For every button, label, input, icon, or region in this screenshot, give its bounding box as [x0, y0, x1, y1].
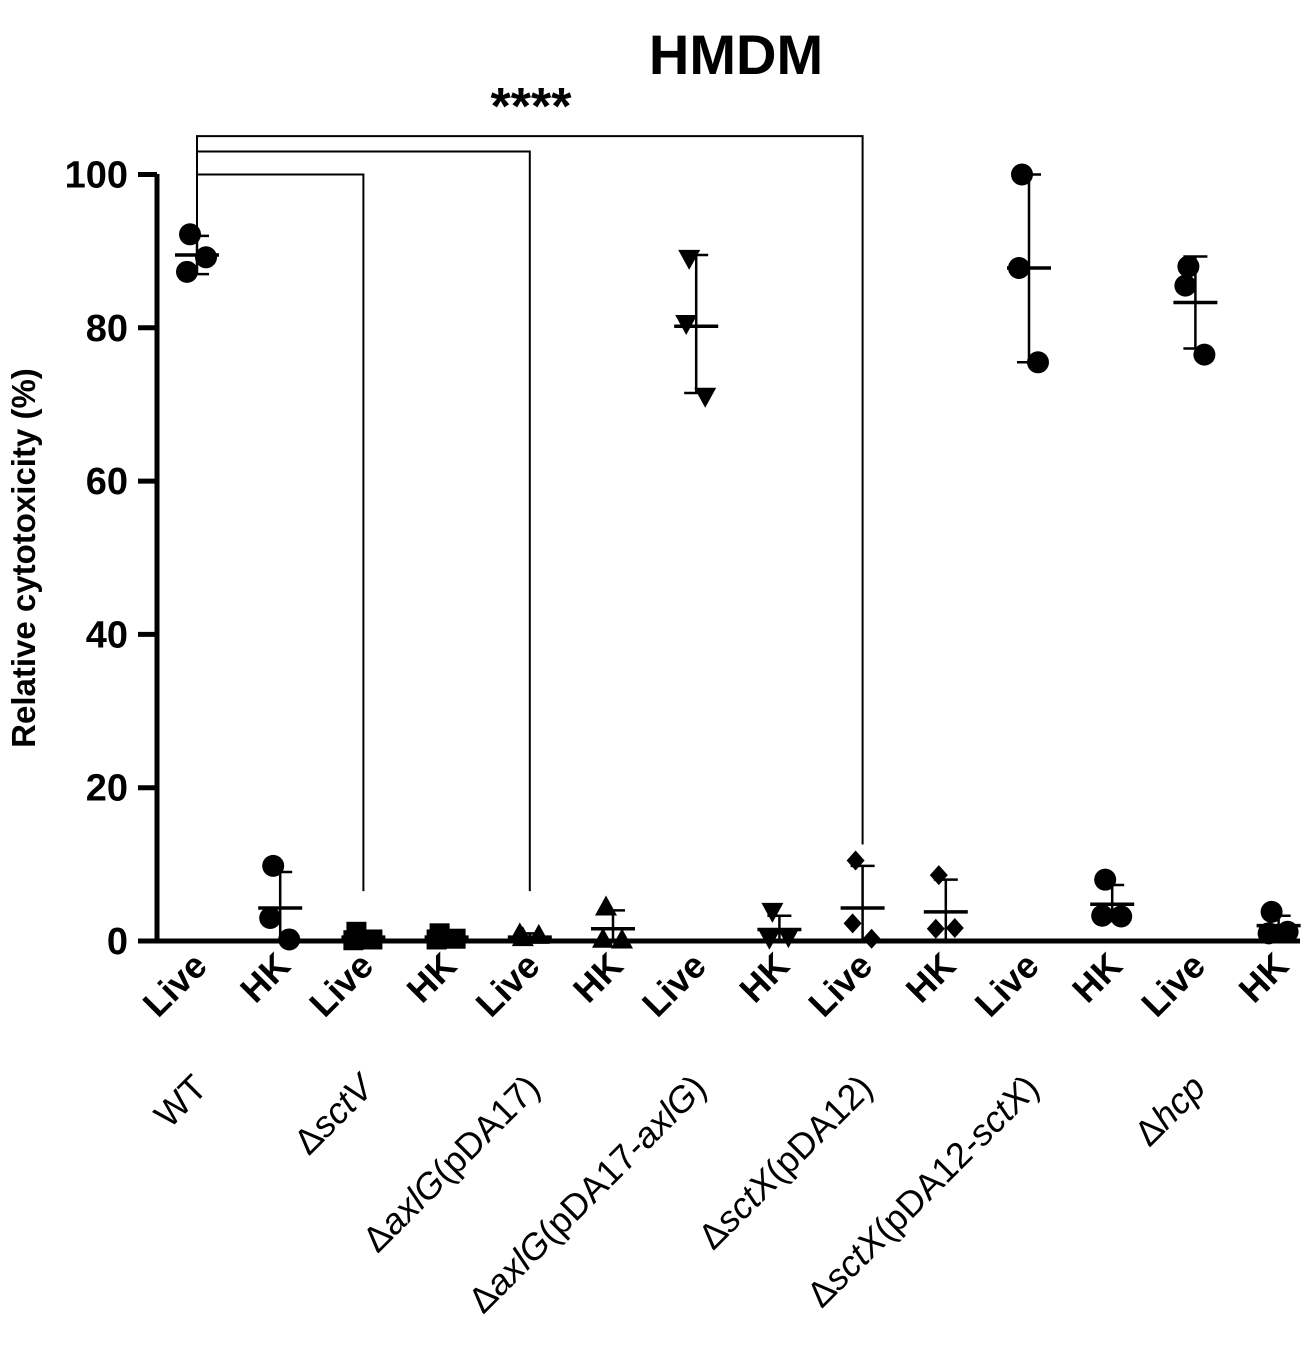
x-tick-label: HK: [398, 945, 464, 1011]
data-point: [777, 928, 800, 949]
x-tick-label: Live: [301, 945, 381, 1025]
data-point: [278, 928, 301, 951]
condition-series: [258, 854, 303, 951]
data-point: [1011, 163, 1033, 186]
data-point: [595, 895, 617, 916]
data-point: [929, 865, 948, 886]
x-group-label-part: (pDA17): [424, 1067, 548, 1191]
data-point: [1008, 257, 1030, 280]
condition-series: [840, 850, 885, 949]
x-tick-label: Live: [1133, 945, 1213, 1025]
condition-series: [591, 895, 635, 949]
y-tick-label: 60: [86, 461, 128, 503]
x-tick-label: Live: [634, 945, 714, 1025]
data-point: [1193, 343, 1216, 366]
data-point: [862, 928, 881, 949]
chart-title: HMDM: [649, 23, 823, 86]
data-point: [846, 850, 865, 871]
x-tick-label: Live: [800, 945, 880, 1025]
data-point: [1110, 905, 1133, 928]
data-point: [945, 917, 964, 938]
data-point: [592, 927, 614, 948]
data-point: [1027, 351, 1049, 374]
data-point: [262, 854, 285, 877]
condition-series: [1173, 255, 1218, 366]
x-tick-label: HK: [1230, 945, 1296, 1011]
y-axis-label: Relative cytotoxicity (%): [5, 368, 42, 748]
data-point: [426, 929, 447, 950]
x-tick-label: Live: [135, 945, 215, 1025]
x-group-label-part: (pDA12-: [865, 1125, 989, 1249]
condition-series: [175, 223, 219, 283]
data-point: [675, 314, 698, 335]
x-group-label: WT: [146, 1067, 215, 1136]
x-group-label: ΔsctV: [286, 1065, 384, 1163]
condition-series: [757, 902, 802, 950]
condition-series: [1007, 163, 1051, 374]
data-point: [926, 918, 945, 939]
x-group-label: ΔaxlG(pDA17): [354, 1067, 547, 1260]
data-point: [694, 387, 717, 408]
significance-brackets: [196, 135, 864, 892]
data-point: [176, 260, 198, 283]
condition-series: [341, 921, 386, 951]
data-marks: [175, 163, 1301, 951]
condition-series: [507, 922, 552, 947]
data-point: [508, 922, 531, 943]
y-tick-label: 0: [107, 921, 128, 963]
x-tick-label: HK: [565, 945, 631, 1011]
significance-label: ****: [491, 78, 573, 136]
data-point: [179, 223, 201, 246]
condition-series: [923, 865, 968, 943]
x-tick-label: HK: [898, 945, 964, 1011]
x-tick-label: Live: [967, 945, 1047, 1025]
data-point: [1091, 904, 1114, 927]
data-point: [1177, 255, 1200, 278]
data-point: [1276, 920, 1299, 943]
data-point: [527, 923, 550, 944]
y-tick-label: 40: [86, 614, 128, 656]
x-group-label-part: (pDA17-: [529, 1127, 653, 1251]
x-tick-label: HK: [1064, 945, 1130, 1011]
condition-series: [1090, 868, 1135, 928]
data-point: [1260, 900, 1283, 923]
y-ticks: 0 20 40 60 80 100: [65, 155, 157, 963]
condition-series: [674, 249, 719, 408]
data-point: [1174, 274, 1197, 297]
data-point: [761, 902, 784, 923]
x-tick-label: HK: [232, 945, 298, 1011]
y-tick-label: 80: [86, 308, 128, 350]
axes: [154, 174, 1300, 944]
y-tick-label: 100: [65, 155, 128, 197]
condition-series: [1256, 900, 1301, 945]
condition-series: [424, 923, 469, 950]
data-point: [611, 928, 633, 949]
data-point: [678, 249, 701, 270]
significance-bracket: [196, 135, 864, 845]
y-tick-label: 20: [86, 768, 128, 810]
significance-bracket: [196, 173, 365, 892]
data-point: [362, 929, 383, 950]
data-point: [445, 928, 466, 949]
data-point: [259, 907, 282, 930]
data-point: [758, 929, 781, 950]
data-point: [1094, 868, 1117, 891]
data-point: [1257, 922, 1280, 945]
x-tick-label: Live: [468, 945, 548, 1025]
data-point: [195, 246, 217, 269]
data-point: [343, 930, 364, 951]
x-group-label: ΔsctX(pDA12): [690, 1067, 880, 1257]
x-group-label-part: (pDA12): [756, 1067, 880, 1191]
x-group-label-part: WT: [146, 1067, 215, 1136]
x-tick-label: HK: [731, 945, 797, 1011]
data-point: [843, 913, 862, 934]
x-group-label: Δhcp: [1126, 1067, 1213, 1154]
